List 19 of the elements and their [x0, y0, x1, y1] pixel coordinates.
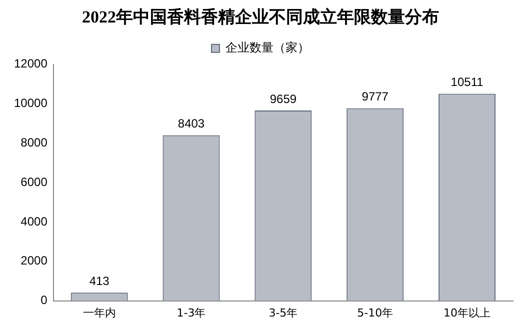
legend-label: 企业数量（家） [226, 40, 310, 55]
y-tick-label: 8000 [20, 136, 48, 150]
data-label: 10511 [450, 75, 484, 90]
y-tick-label: 4000 [20, 214, 48, 228]
chart-title: 2022年中国香料香精企业不同成立年限数量分布 [82, 8, 439, 27]
data-label: 9659 [270, 92, 297, 106]
x-tick-label: 1-3年 [176, 306, 206, 320]
x-tick-label: 10年以上 [444, 306, 491, 320]
y-tick-label: 10000 [14, 96, 48, 110]
data-label: 8403 [178, 116, 205, 131]
data-label: 413 [89, 274, 110, 288]
y-tick-label: 6000 [20, 174, 48, 189]
y-tick-label: 12000 [14, 56, 48, 71]
x-tick-label: 一年内 [82, 306, 116, 320]
x-tick-label: 3-5年 [268, 306, 298, 320]
y-tick-label: 2000 [20, 254, 48, 268]
data-label: 9777 [362, 90, 389, 104]
x-tick-label: 5-10年 [357, 306, 394, 320]
y-tick-label: 0 [40, 293, 48, 308]
